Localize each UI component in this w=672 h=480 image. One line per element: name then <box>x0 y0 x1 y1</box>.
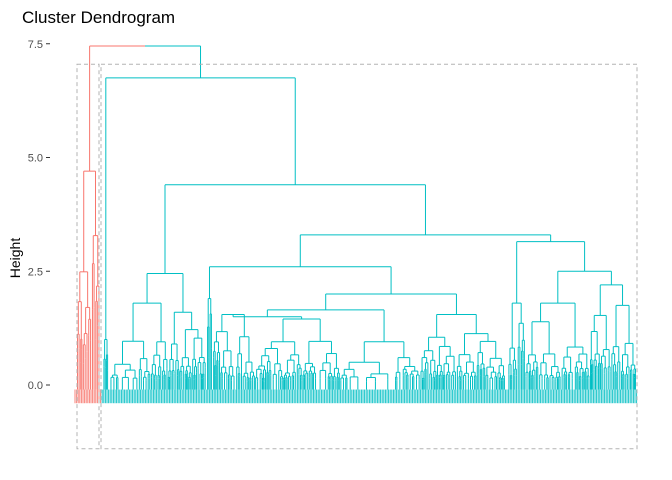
chart-title: Cluster Dendrogram <box>22 8 175 27</box>
y-axis: 0.0 2.5 5.0 7.5 <box>28 39 50 392</box>
cluster-rectangles <box>76 63 638 450</box>
dendrogram-tree <box>77 45 636 390</box>
plot-area <box>74 45 638 450</box>
y-tick-label: 2.5 <box>28 266 43 278</box>
y-tick-label: 0.0 <box>28 380 43 392</box>
y-tick-label: 7.5 <box>28 39 43 51</box>
y-axis-label: Height <box>7 238 23 279</box>
leaf-labels <box>74 389 638 404</box>
cluster-1-rect <box>76 63 100 450</box>
cluster-2-rect <box>100 63 638 450</box>
y-tick-label: 5.0 <box>28 153 43 165</box>
